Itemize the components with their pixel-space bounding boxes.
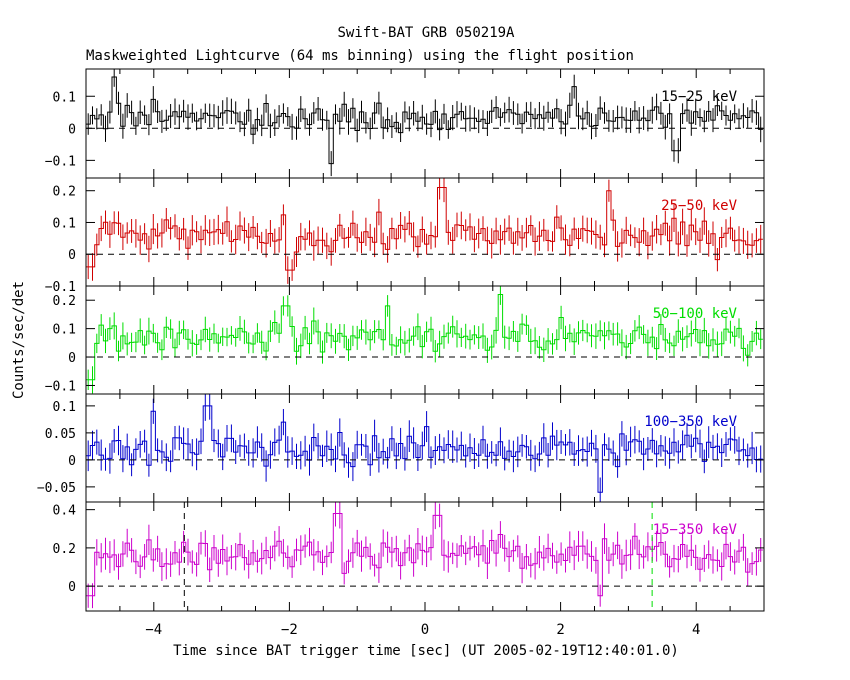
lightcurve-series [86, 76, 763, 165]
chart-title: Swift-BAT GRB 050219A [337, 25, 515, 41]
y-tick-label: −0.05 [37, 481, 76, 496]
panel-100-350-kev: −0.05 0 0.05 0.1 100−350 keV [37, 393, 765, 503]
lightcurve-series [86, 513, 763, 597]
y-tick-label: 0.2 [53, 542, 76, 557]
band-label: 50−100 keV [653, 306, 738, 322]
band-label: 15−350 keV [653, 522, 738, 538]
lightcurve-series [86, 294, 763, 381]
error-bars [87, 394, 762, 502]
band-label: 25−50 keV [661, 198, 737, 214]
y-tick-label: −0.1 [45, 379, 76, 394]
x-tick-label: 0 [421, 622, 429, 638]
panel-25-50-kev: −0.1 0 0.1 0.2 25−50 keV [45, 177, 765, 295]
band-label: 15−25 keV [661, 89, 737, 105]
y-tick-label: 0 [68, 454, 76, 469]
panel-15-350-kev: 0 0.2 0.4 15−350 keV [53, 501, 765, 612]
y-tick-label: 0 [68, 580, 76, 595]
y-tick-label: −0.1 [45, 280, 76, 295]
x-tick-label: 2 [556, 622, 564, 638]
panel-50-100-kev: −0.1 0 0.1 0.2 50−100 keV [45, 285, 765, 395]
x-axis-label: Time since BAT trigger time [sec] (UT 20… [173, 643, 679, 659]
x-tick-label: −4 [145, 622, 162, 638]
y-tick-label: −0.1 [45, 154, 76, 169]
lightcurve-series [86, 405, 763, 493]
x-tick-label: 4 [692, 622, 700, 638]
y-tick-label: 0.1 [53, 400, 76, 415]
x-tick-label: −2 [281, 622, 298, 638]
y-tick-label: 0.2 [53, 294, 76, 309]
y-tick-label: 0 [68, 122, 76, 137]
y-tick-label: 0 [68, 248, 76, 263]
y-tick-label: 0.1 [53, 216, 76, 231]
y-tick-label: 0.05 [45, 427, 76, 442]
y-tick-label: 0.4 [53, 504, 77, 519]
y-axis-label: Counts/sec/det [11, 281, 27, 399]
chart-subtitle: Maskweighted Lightcurve (64 ms binning) … [86, 48, 634, 64]
y-tick-label: 0.2 [53, 185, 76, 200]
y-tick-label: 0 [68, 351, 76, 366]
panel-15-25-kev: −0.1 0 0.1 15−25 keV [45, 68, 765, 179]
band-label: 100−350 keV [644, 414, 737, 430]
error-bars [87, 502, 762, 609]
y-tick-label: 0.1 [53, 323, 76, 338]
lightcurve-series [86, 187, 763, 271]
y-tick-label: 0.1 [53, 90, 76, 105]
